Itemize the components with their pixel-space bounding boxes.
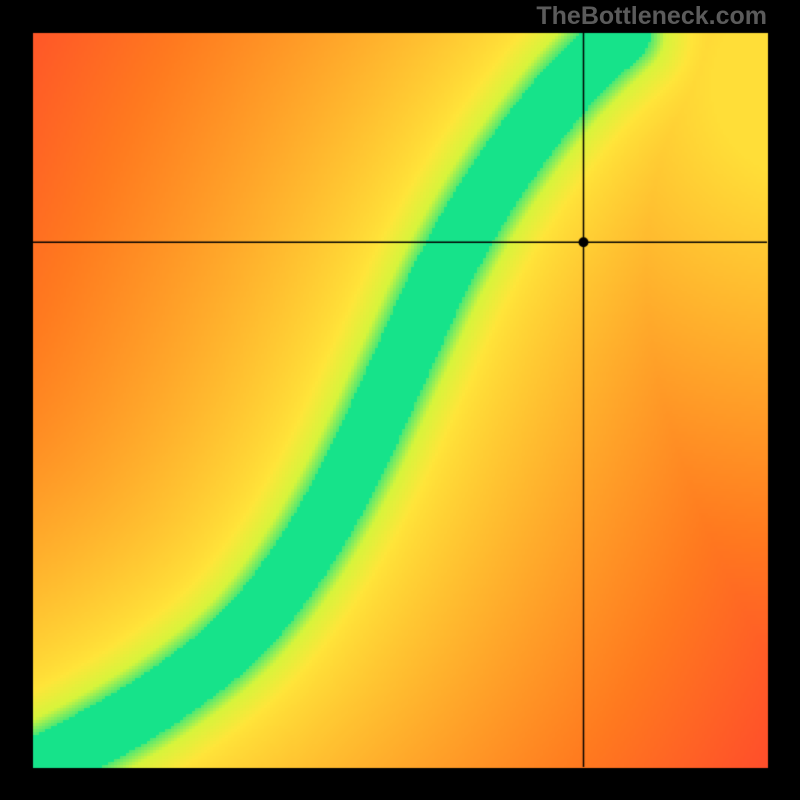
heatmap-canvas (0, 0, 800, 800)
watermark-text: TheBottleneck.com (536, 2, 767, 31)
